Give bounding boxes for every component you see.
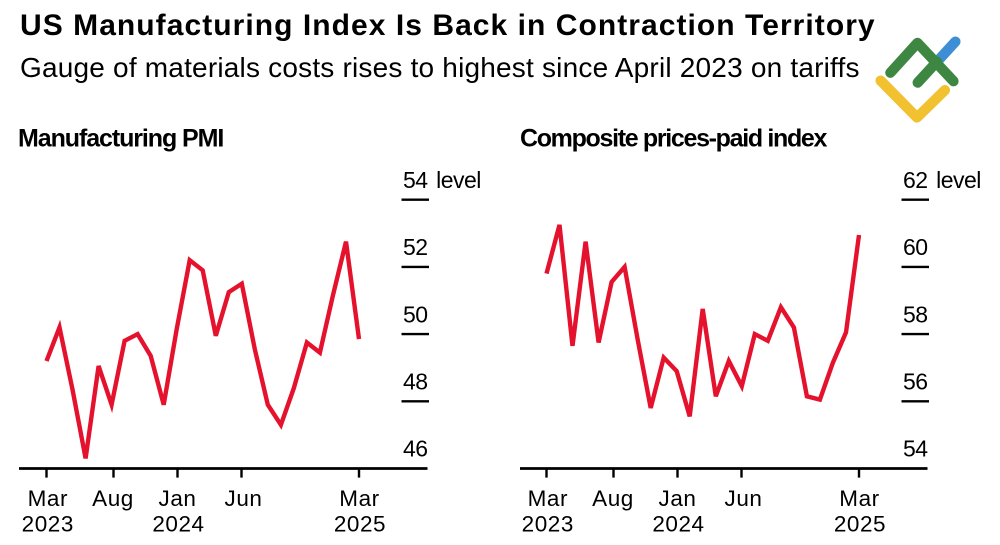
- svg-text:Mar: Mar: [528, 486, 568, 511]
- svg-text:Mar: Mar: [839, 486, 879, 511]
- svg-text:56: 56: [903, 369, 928, 395]
- svg-text:58: 58: [903, 301, 928, 327]
- svg-text:Aug: Aug: [592, 486, 634, 511]
- svg-text:2025: 2025: [334, 512, 386, 537]
- svg-text:Aug: Aug: [92, 486, 134, 511]
- svg-text:2023: 2023: [522, 512, 574, 537]
- svg-text:Jun: Jun: [725, 486, 763, 511]
- svg-text:US Manufacturing Index Is Back: US Manufacturing Index Is Back in Contra…: [20, 9, 876, 42]
- svg-text:50: 50: [403, 301, 428, 327]
- svg-text:2025: 2025: [834, 512, 886, 537]
- svg-text:54: 54: [903, 436, 928, 462]
- svg-text:Jan: Jan: [159, 486, 197, 511]
- svg-text:46: 46: [403, 436, 428, 462]
- svg-text:48: 48: [403, 369, 428, 395]
- svg-text:Gauge of materials costs rises: Gauge of materials costs rises to highes…: [20, 52, 860, 83]
- svg-text:Mar: Mar: [339, 486, 379, 511]
- svg-text:2023: 2023: [22, 512, 74, 537]
- svg-text:Mar: Mar: [28, 486, 68, 511]
- svg-text:2024: 2024: [652, 512, 704, 537]
- svg-text:52: 52: [403, 234, 428, 260]
- svg-text:Composite prices-paid index: Composite prices-paid index: [520, 124, 828, 152]
- svg-text:Jun: Jun: [225, 486, 263, 511]
- svg-text:Jan: Jan: [659, 486, 697, 511]
- svg-text:Manufacturing PMI: Manufacturing PMI: [18, 124, 223, 152]
- svg-text:2024: 2024: [152, 512, 204, 537]
- svg-text:60: 60: [903, 234, 928, 260]
